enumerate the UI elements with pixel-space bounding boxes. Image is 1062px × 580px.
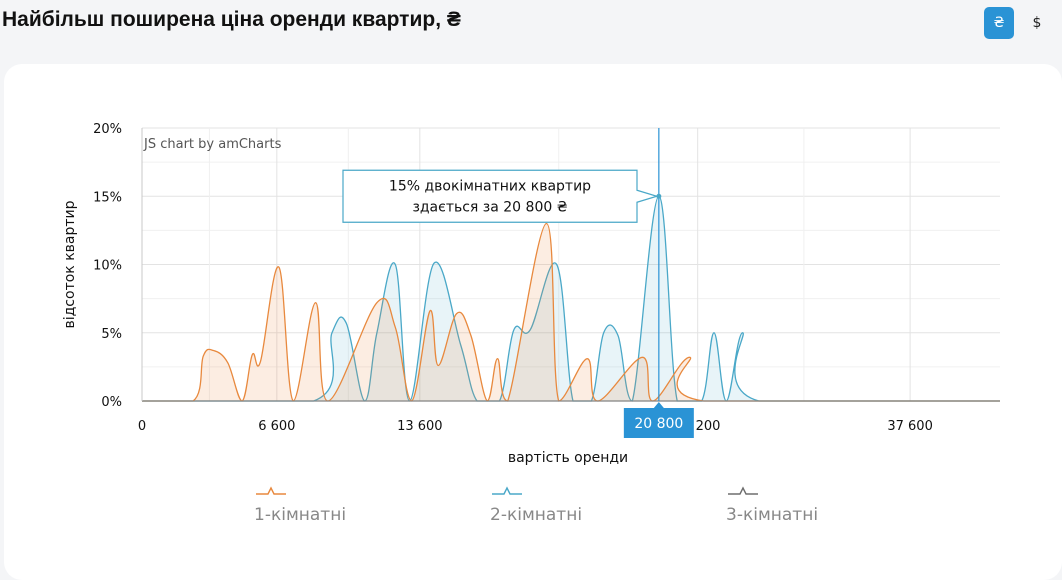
x-axis-title: вартість оренди <box>508 450 628 466</box>
chart-credit: JS chart by amCharts <box>143 137 282 152</box>
y-axis: 0% 5% 10% 15% 20% <box>93 122 143 410</box>
x-tick-label: 0 <box>138 419 146 434</box>
tooltip-text-line: здається за 20 800 ₴ <box>412 199 567 215</box>
cursor-label-box <box>623 408 694 438</box>
page-title: Найбільш поширена ціна оренди квартир, ₴ <box>2 8 461 31</box>
legend-marker <box>256 486 286 495</box>
tooltip-box <box>342 169 659 223</box>
legend-item[interactable]: 2-кімнатні <box>490 486 582 525</box>
legend-label: 2-кімнатні <box>490 505 582 525</box>
series-area <box>142 223 1000 401</box>
legend-label: 3-кімнатні <box>726 505 818 525</box>
cursor: 20 800 <box>623 128 694 438</box>
legend-item[interactable]: 1-кімнатні <box>254 486 346 525</box>
currency-switch: ₴ $ <box>984 7 1052 39</box>
tooltip-point <box>656 193 662 199</box>
cursor-label: 20 800 <box>634 416 683 432</box>
legend-label: 1-кімнатні <box>254 505 346 525</box>
y-tick-label: 15% <box>93 190 122 205</box>
legend-item[interactable]: 3-кімнатні <box>726 486 818 525</box>
tooltip: 15% двокімнатних квартир здається за 20 8… <box>342 169 662 223</box>
tooltip-text-line: 15% двокімнатних квартир <box>389 178 591 194</box>
y-tick-label: 10% <box>93 259 122 274</box>
legend-marker <box>728 486 758 495</box>
x-tick-label: 37 600 <box>887 419 933 434</box>
legend-marker <box>492 486 522 495</box>
legend: 1-кімнатні 2-кімнатні 3-кімнатні <box>254 486 818 525</box>
x-tick-label: 6 600 <box>258 419 295 434</box>
currency-usd-button[interactable]: $ <box>1022 7 1052 39</box>
y-tick-label: 20% <box>93 122 122 137</box>
cursor-label-arrow <box>653 402 664 408</box>
currency-uah-button[interactable]: ₴ <box>984 7 1014 39</box>
series-line <box>141 222 1000 402</box>
y-tick-label: 5% <box>101 327 122 342</box>
y-tick-label: 0% <box>101 395 122 410</box>
x-tick-label: 13 600 <box>397 419 443 434</box>
series-line <box>141 195 1000 402</box>
y-axis-title: відсоток квартир <box>62 200 78 328</box>
